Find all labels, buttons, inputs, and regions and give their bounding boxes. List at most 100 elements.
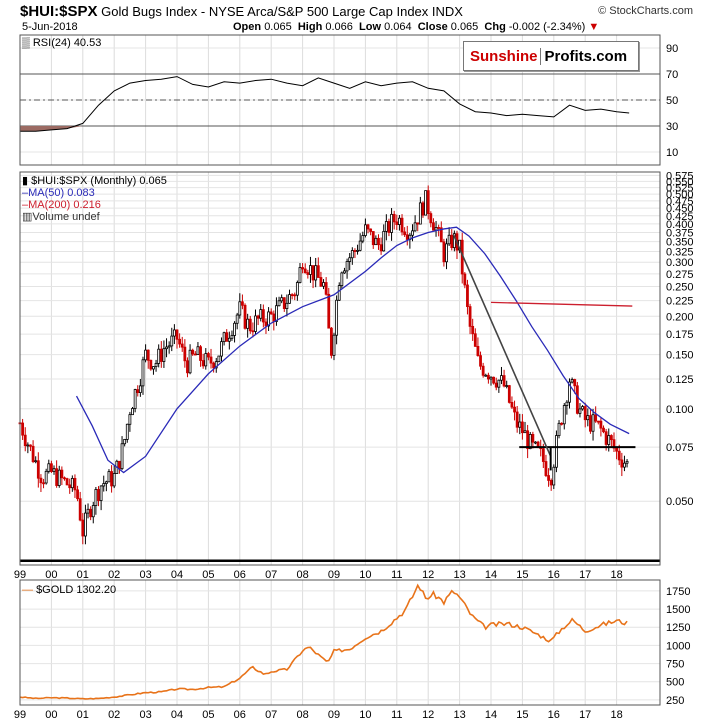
candle-body xyxy=(513,406,516,413)
x-tick-label: 06 xyxy=(234,569,246,581)
price-legend-ma50: –MA(50) 0.083 xyxy=(22,187,167,199)
y-tick-label: 0.050 xyxy=(666,496,694,508)
candle-body xyxy=(319,277,323,287)
x-tick-label: 12 xyxy=(422,569,434,581)
y-tick-label: 0.400 xyxy=(666,219,694,231)
candle-body xyxy=(293,294,297,297)
candle-body xyxy=(31,445,35,463)
x-tick-label: 01 xyxy=(77,569,89,581)
rsi-legend-text: RSI(24) 40.53 xyxy=(32,37,102,49)
candle-body xyxy=(217,355,221,363)
candle-body xyxy=(199,346,202,361)
candle-body xyxy=(118,460,121,470)
candle-body xyxy=(44,470,48,484)
candle-body xyxy=(23,434,27,447)
candle-body xyxy=(343,270,346,274)
candle-body xyxy=(157,348,161,364)
x-tick-label: 05 xyxy=(202,569,214,581)
candle-body xyxy=(505,385,509,387)
candle-body xyxy=(131,408,134,416)
candle-body xyxy=(445,243,448,263)
x-tick-label: 02 xyxy=(108,569,120,581)
candle-body xyxy=(442,241,446,263)
line-icon: – xyxy=(22,199,29,211)
x-tick-label: 04 xyxy=(171,569,183,581)
candle-body xyxy=(403,231,407,236)
gold-legend-text: $GOLD 1302.20 xyxy=(36,584,117,596)
x-tick-label: 08 xyxy=(296,569,308,581)
x-tick-label: 14 xyxy=(485,709,497,720)
candle-body xyxy=(152,366,155,370)
candle-body xyxy=(102,483,106,487)
chg-label: Chg xyxy=(484,21,506,33)
candle-body xyxy=(534,441,537,444)
x-tick-label: 13 xyxy=(453,709,465,720)
candle-body xyxy=(557,422,561,436)
y-tick-label: 0.075 xyxy=(666,442,694,454)
candle-body xyxy=(303,268,307,274)
candle-body xyxy=(411,230,414,236)
candle-body xyxy=(476,345,480,357)
candle-body xyxy=(382,230,386,252)
candle-body xyxy=(73,478,77,491)
candle-body xyxy=(549,480,553,486)
y-tick-label: 0.375 xyxy=(666,227,694,239)
candle-body xyxy=(615,447,618,452)
candle-body xyxy=(154,362,158,368)
x-tick-label: 99 xyxy=(14,569,26,581)
down-arrow-icon: ▼ xyxy=(588,21,600,33)
x-tick-label: 07 xyxy=(265,569,277,581)
sunshine-profits-logo: Sunshine Profits.com xyxy=(463,41,639,71)
panel-frame xyxy=(19,579,661,706)
candle-body xyxy=(492,376,496,384)
candle-body xyxy=(201,360,205,367)
candle-body xyxy=(146,349,150,361)
candle-body xyxy=(523,430,527,434)
candle-body xyxy=(348,257,352,262)
candle-body xyxy=(209,356,213,364)
candle-body xyxy=(620,459,624,468)
y-tick-label: 0.250 xyxy=(666,282,694,294)
candle-body xyxy=(241,301,244,306)
candle-body xyxy=(541,448,545,462)
candle-body xyxy=(282,297,286,309)
candle-body xyxy=(552,466,556,486)
open-label: Open xyxy=(233,21,262,33)
candle-body xyxy=(560,422,564,425)
open-value: 0.065 xyxy=(264,21,292,33)
candle-body xyxy=(531,434,535,443)
candle-body xyxy=(398,217,401,225)
candle-body xyxy=(589,415,592,432)
candle-body xyxy=(180,343,184,348)
candle-body xyxy=(144,349,148,361)
candle-body xyxy=(322,282,325,287)
candle-body xyxy=(413,222,417,232)
candle-body xyxy=(369,228,373,232)
x-tick-label: 11 xyxy=(391,569,402,581)
candle-body xyxy=(526,430,530,450)
candle-body xyxy=(437,227,441,229)
candle-body xyxy=(104,481,108,484)
candle-body xyxy=(259,309,263,319)
candle-body xyxy=(358,240,362,251)
y-tick-label: 1250 xyxy=(666,622,690,634)
candle-body xyxy=(562,405,566,425)
candle-body xyxy=(405,234,409,240)
chart-header-title: $HUI:$SPX Gold Bugs Index - NYSE Arca/S&… xyxy=(20,3,463,20)
candle-body xyxy=(112,473,116,487)
y-tick-label: 1750 xyxy=(666,586,690,598)
x-tick-label: 00 xyxy=(45,709,57,720)
gold-legend: — $GOLD 1302.20 xyxy=(22,584,116,596)
candle-body xyxy=(426,190,430,214)
candle-body xyxy=(167,345,171,348)
candle-body xyxy=(466,284,469,307)
candle-body xyxy=(497,379,501,388)
candle-body xyxy=(507,385,511,403)
candle-body xyxy=(434,227,438,231)
line-icon: — xyxy=(22,584,33,596)
candle-body xyxy=(384,221,388,232)
y-tick-label: 750 xyxy=(666,659,684,671)
candle-body xyxy=(416,222,420,225)
y-tick-label: 0.425 xyxy=(666,211,694,223)
logo-part-profits: Profits.com xyxy=(539,47,632,65)
